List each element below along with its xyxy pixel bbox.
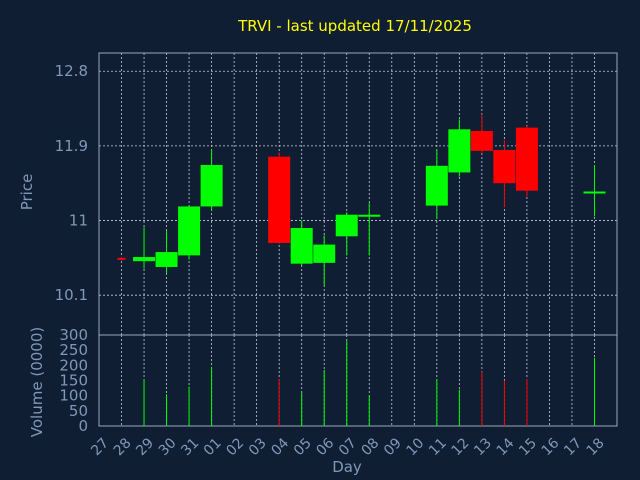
x-tick-label: 12 <box>449 435 473 459</box>
x-tick-label: 04 <box>268 435 292 459</box>
x-tick-labels: 2728293031010203040506070809101112131415… <box>88 435 607 459</box>
x-tick-label: 11 <box>426 435 450 459</box>
volume-tick-label: 100 <box>59 387 88 405</box>
volume-tick-label: 0 <box>78 417 88 435</box>
candle-body <box>178 206 201 256</box>
price-frame <box>98 52 618 336</box>
candle-body <box>155 252 178 267</box>
volume-axis-label: Volume (0000) <box>28 327 46 437</box>
volume-frame <box>98 334 618 427</box>
candle-body <box>425 165 448 206</box>
x-tick-label: 17 <box>561 435 585 459</box>
x-tick-label: 31 <box>178 435 202 459</box>
price-axis-label: Price <box>18 174 36 211</box>
volume-tick-label: 250 <box>59 341 88 359</box>
x-tick-label: 02 <box>223 435 247 459</box>
candle-body <box>335 214 358 237</box>
candle-body <box>470 130 493 151</box>
x-tick-label: 30 <box>156 435 180 459</box>
x-tick-label: 05 <box>291 435 315 459</box>
price-tick-label: 10.1 <box>55 286 88 304</box>
volume-tick-label: 150 <box>59 372 88 390</box>
x-tick-label: 27 <box>88 435 112 459</box>
volume-tick-label: 50 <box>69 402 88 420</box>
chart-title: TRVI - last updated 17/11/2025 <box>237 17 472 35</box>
x-tick-label: 03 <box>246 435 270 459</box>
price-tick-label: 12.8 <box>55 62 88 80</box>
candle-body <box>583 191 606 194</box>
candle-body <box>313 244 336 263</box>
price-panel: 10.1 11 11.9 12.8 <box>55 52 618 336</box>
x-tick-label: 06 <box>313 435 337 459</box>
x-tick-label: 16 <box>539 435 563 459</box>
x-tick-label: 08 <box>358 435 382 459</box>
candle-body <box>358 214 381 217</box>
x-tick-label: 15 <box>516 435 540 459</box>
x-tick-label: 28 <box>111 435 135 459</box>
candle-body <box>290 228 313 264</box>
x-tick-label: 01 <box>201 435 225 459</box>
volume-tick-label: 300 <box>59 326 88 344</box>
candle-body <box>493 150 516 184</box>
x-axis-label: Day <box>332 458 362 476</box>
price-tick-label: 11 <box>69 212 88 230</box>
candle-body <box>448 129 471 173</box>
volume-tick-label: 200 <box>59 356 88 374</box>
price-tick-label: 11.9 <box>55 137 88 155</box>
x-tick-label: 09 <box>381 435 405 459</box>
x-tick-label: 13 <box>471 435 495 459</box>
candle-body <box>117 257 126 260</box>
candle-body <box>515 127 538 191</box>
x-tick-label: 18 <box>584 435 608 459</box>
x-tick-label: 14 <box>494 435 518 459</box>
x-tick-label: 07 <box>336 435 360 459</box>
x-tick-label: 10 <box>404 435 428 459</box>
candle-body <box>133 257 156 262</box>
candle-body <box>268 156 291 243</box>
x-tick-label: 29 <box>133 435 157 459</box>
candle-body <box>200 164 223 207</box>
